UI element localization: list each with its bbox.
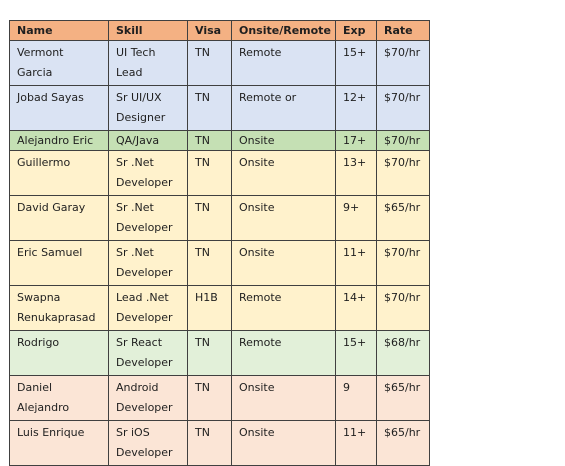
cell-rate: $70/hr <box>376 40 430 86</box>
cell-onsite-remote: Remote <box>231 285 336 331</box>
cell-rate: $70/hr <box>376 85 430 131</box>
cell-skill: Sr .Net Developer <box>108 195 188 241</box>
table-row: Swapna Renukaprasad Lead .Net Developer … <box>9 285 430 331</box>
cell-onsite-remote: Onsite <box>231 420 336 466</box>
cell-exp: 17+ <box>335 130 377 151</box>
cell-visa: TN <box>187 150 232 196</box>
cell-visa: TN <box>187 40 232 86</box>
cell-exp: 13+ <box>335 150 377 196</box>
cell-onsite-remote: Onsite <box>231 130 336 151</box>
cell-skill: Lead .Net Developer <box>108 285 188 331</box>
header-skill: Skill <box>108 20 188 41</box>
cell-rate: $68/hr <box>376 330 430 376</box>
cell-exp: 11+ <box>335 420 377 466</box>
header-rate: Rate <box>376 20 430 41</box>
cell-rate: $70/hr <box>376 130 430 151</box>
cell-name: Luis Enrique <box>9 420 109 466</box>
cell-onsite-remote: Onsite <box>231 375 336 421</box>
cell-exp: 11+ <box>335 240 377 286</box>
table-row: David Garay Sr .Net Developer TN Onsite … <box>9 195 430 241</box>
table-row: Alejandro Eric QA/Java TN Onsite 17+ $70… <box>9 130 430 151</box>
cell-exp: 15+ <box>335 40 377 86</box>
header-name: Name <box>9 20 109 41</box>
table-row: Rodrigo Sr React Developer TN Remote 15+… <box>9 330 430 376</box>
cell-rate: $70/hr <box>376 150 430 196</box>
cell-visa: TN <box>187 130 232 151</box>
cell-exp: 9 <box>335 375 377 421</box>
header-onsite-remote: Onsite/Remote <box>231 20 336 41</box>
cell-skill: Sr UI/UX Designer <box>108 85 188 131</box>
cell-exp: 9+ <box>335 195 377 241</box>
cell-skill: Sr .Net Developer <box>108 240 188 286</box>
cell-rate: $70/hr <box>376 240 430 286</box>
cell-rate: $70/hr <box>376 285 430 331</box>
cell-skill: Sr .Net Developer <box>108 150 188 196</box>
cell-skill: Android Developer <box>108 375 188 421</box>
cell-skill: Sr React Developer <box>108 330 188 376</box>
cell-visa: TN <box>187 240 232 286</box>
cell-rate: $65/hr <box>376 375 430 421</box>
cell-exp: 12+ <box>335 85 377 131</box>
cell-visa: TN <box>187 420 232 466</box>
cell-visa: TN <box>187 195 232 241</box>
header-exp: Exp <box>335 20 377 41</box>
cell-name: Alejandro Eric <box>9 130 109 151</box>
table-row: Daniel Alejandro Android Developer TN On… <box>9 375 430 421</box>
table-row: Jobad Sayas Sr UI/UX Designer TN Remote … <box>9 85 430 131</box>
table-row: Eric Samuel Sr .Net Developer TN Onsite … <box>9 240 430 286</box>
cell-rate: $65/hr <box>376 195 430 241</box>
cell-exp: 15+ <box>335 330 377 376</box>
cell-name: Swapna Renukaprasad <box>9 285 109 331</box>
cell-name: Daniel Alejandro <box>9 375 109 421</box>
table-row: Vermont Garcia UI Tech Lead TN Remote 15… <box>9 40 430 86</box>
cell-onsite-remote: Onsite <box>231 150 336 196</box>
cell-visa: TN <box>187 330 232 376</box>
cell-visa: TN <box>187 375 232 421</box>
cell-skill: Sr iOS Developer <box>108 420 188 466</box>
cell-exp: 14+ <box>335 285 377 331</box>
cell-name: Vermont Garcia <box>9 40 109 86</box>
cell-skill: UI Tech Lead <box>108 40 188 86</box>
cell-skill: QA/Java <box>108 130 188 151</box>
cell-visa: H1B <box>187 285 232 331</box>
table-row: Guillermo Sr .Net Developer TN Onsite 13… <box>9 150 430 196</box>
cell-name: Jobad Sayas <box>9 85 109 131</box>
table-header-row: Name Skill Visa Onsite/Remote Exp Rate <box>9 20 430 41</box>
header-visa: Visa <box>187 20 232 41</box>
cell-rate: $65/hr <box>376 420 430 466</box>
table-row: Luis Enrique Sr iOS Developer TN Onsite … <box>9 420 430 466</box>
cell-name: Eric Samuel <box>9 240 109 286</box>
cell-onsite-remote: Remote or <box>231 85 336 131</box>
cell-onsite-remote: Remote <box>231 330 336 376</box>
cell-name: David Garay <box>9 195 109 241</box>
cell-name: Rodrigo <box>9 330 109 376</box>
cell-onsite-remote: Onsite <box>231 195 336 241</box>
cell-onsite-remote: Onsite <box>231 240 336 286</box>
candidate-table: Name Skill Visa Onsite/Remote Exp Rate V… <box>9 20 430 466</box>
cell-onsite-remote: Remote <box>231 40 336 86</box>
cell-name: Guillermo <box>9 150 109 196</box>
cell-visa: TN <box>187 85 232 131</box>
